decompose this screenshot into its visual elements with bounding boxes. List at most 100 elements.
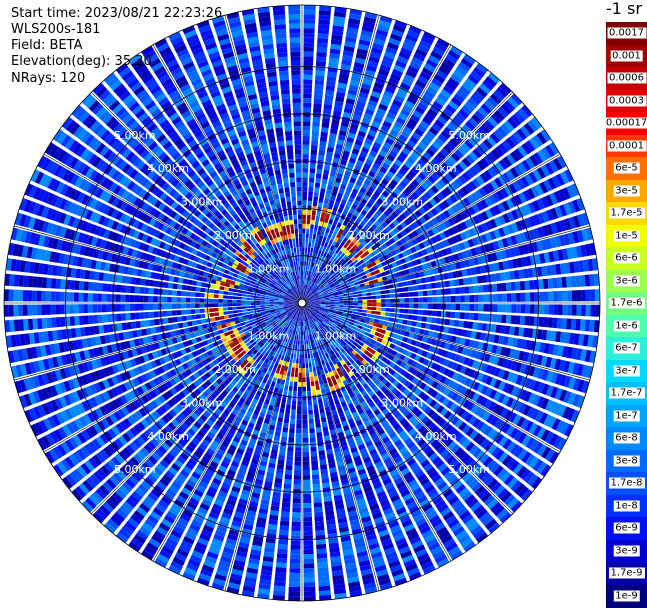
range-gate-cell xyxy=(281,399,286,404)
range-gate-cell xyxy=(312,239,315,244)
range-gate-cell xyxy=(317,553,328,559)
range-gate-cell xyxy=(432,311,437,317)
range-gate-cell xyxy=(562,277,568,288)
range-gate-cell xyxy=(276,469,283,475)
range-gate-cell xyxy=(304,591,316,596)
range-gate-cell xyxy=(306,340,308,345)
range-gate-cell xyxy=(413,286,418,291)
range-gate-cell xyxy=(303,470,310,475)
range-gate-cell xyxy=(287,400,292,405)
range-gate-cell xyxy=(294,480,301,485)
range-gate-cell xyxy=(293,344,296,349)
range-gate-cell xyxy=(304,42,315,47)
range-gate-cell xyxy=(409,298,414,303)
range-gate-cell xyxy=(324,198,329,204)
range-gate-cell xyxy=(310,168,316,173)
range-gate-cell xyxy=(321,127,329,133)
range-gate-cell xyxy=(303,205,307,210)
range-gate-cell xyxy=(307,257,309,262)
range-gate-cell xyxy=(303,480,310,485)
range-gate-cell xyxy=(343,296,348,298)
range-gate-cell xyxy=(316,57,326,63)
range-gate-cell xyxy=(367,277,372,281)
range-gate-cell xyxy=(304,56,314,61)
range-gate-cell xyxy=(353,309,358,312)
range-gate-cell xyxy=(318,567,329,573)
range-gate-cell xyxy=(322,393,327,398)
range-gate-cell xyxy=(307,396,311,401)
range-gate-cell xyxy=(295,344,297,349)
range-gate-cell xyxy=(314,502,323,507)
range-gate-cell xyxy=(362,307,367,310)
range-gate-cell xyxy=(398,319,403,324)
range-gate-cell xyxy=(492,314,497,322)
range-gate-cell xyxy=(282,432,288,437)
range-gate-cell xyxy=(459,321,465,328)
range-gate-cell xyxy=(311,386,315,391)
range-gate-cell xyxy=(450,312,455,318)
range-gate-cell xyxy=(303,121,310,126)
range-gate-cell xyxy=(312,131,319,136)
range-gate-cell xyxy=(472,322,478,330)
range-gate-cell xyxy=(312,362,315,367)
range-gate-cell xyxy=(358,306,363,309)
range-gate-cell xyxy=(572,305,577,316)
range-gate-cell xyxy=(291,372,295,377)
range-gate-cell xyxy=(293,503,301,508)
range-gate-cell xyxy=(372,300,377,303)
range-gate-cell xyxy=(422,284,427,290)
range-gate-cell xyxy=(307,205,311,210)
range-gate-cell xyxy=(392,323,397,328)
range-gate-cell xyxy=(372,326,377,331)
range-gate-cell xyxy=(409,304,414,309)
range-gate-cell xyxy=(304,52,314,57)
range-gate-cell xyxy=(520,281,525,290)
range-gate-cell xyxy=(302,243,305,248)
range-gate-cell xyxy=(343,308,348,310)
range-gate-cell xyxy=(330,300,335,302)
range-gate-cell xyxy=(287,451,293,456)
range-gate-cell xyxy=(304,38,315,43)
range-gate-cell xyxy=(303,140,310,145)
range-gate-cell xyxy=(304,14,316,19)
range-gate-cell xyxy=(432,297,437,303)
range-gate-cell xyxy=(362,297,367,300)
range-gate-cell xyxy=(376,303,381,306)
range-gate-cell xyxy=(314,376,318,381)
range-gate-cell xyxy=(299,373,302,378)
range-gate-cell xyxy=(278,460,285,466)
range-gate-cell xyxy=(314,409,319,414)
range-gate-cell xyxy=(394,313,399,317)
range-gate-cell xyxy=(575,276,581,288)
range-gate-cell xyxy=(286,465,293,470)
range-gate-cell xyxy=(303,382,306,387)
range-gate-cell xyxy=(308,201,312,206)
range-gate-cell xyxy=(497,314,502,322)
range-gate-cell xyxy=(296,424,301,429)
range-gate-cell xyxy=(557,277,563,288)
range-gate-cell xyxy=(304,573,315,578)
range-gate-cell xyxy=(316,52,326,57)
range-gate-cell xyxy=(312,474,319,479)
range-gate-cell xyxy=(281,437,287,442)
range-gate-cell xyxy=(427,310,432,316)
range-gate-cell xyxy=(339,309,344,312)
range-gate-cell xyxy=(469,286,474,293)
range-gate-cell xyxy=(567,305,572,316)
range-gate-cell xyxy=(418,304,423,309)
range-gate-cell xyxy=(307,215,311,220)
range-gate-cell xyxy=(317,47,328,53)
range-gate-cell xyxy=(397,277,403,282)
range-gate-cell xyxy=(303,391,307,396)
range-gate-cell xyxy=(312,465,319,470)
range-gate-cell xyxy=(305,247,308,252)
range-gate-cell xyxy=(306,261,308,266)
range-gate-cell xyxy=(303,512,312,517)
range-gate-cell xyxy=(315,85,324,90)
range-gate-cell xyxy=(585,275,591,287)
range-gate-cell xyxy=(312,210,316,215)
range-gate-cell xyxy=(497,283,502,291)
range-gate-cell xyxy=(381,299,386,302)
range-gate-cell xyxy=(304,257,306,262)
range-gate-cell xyxy=(312,136,319,141)
